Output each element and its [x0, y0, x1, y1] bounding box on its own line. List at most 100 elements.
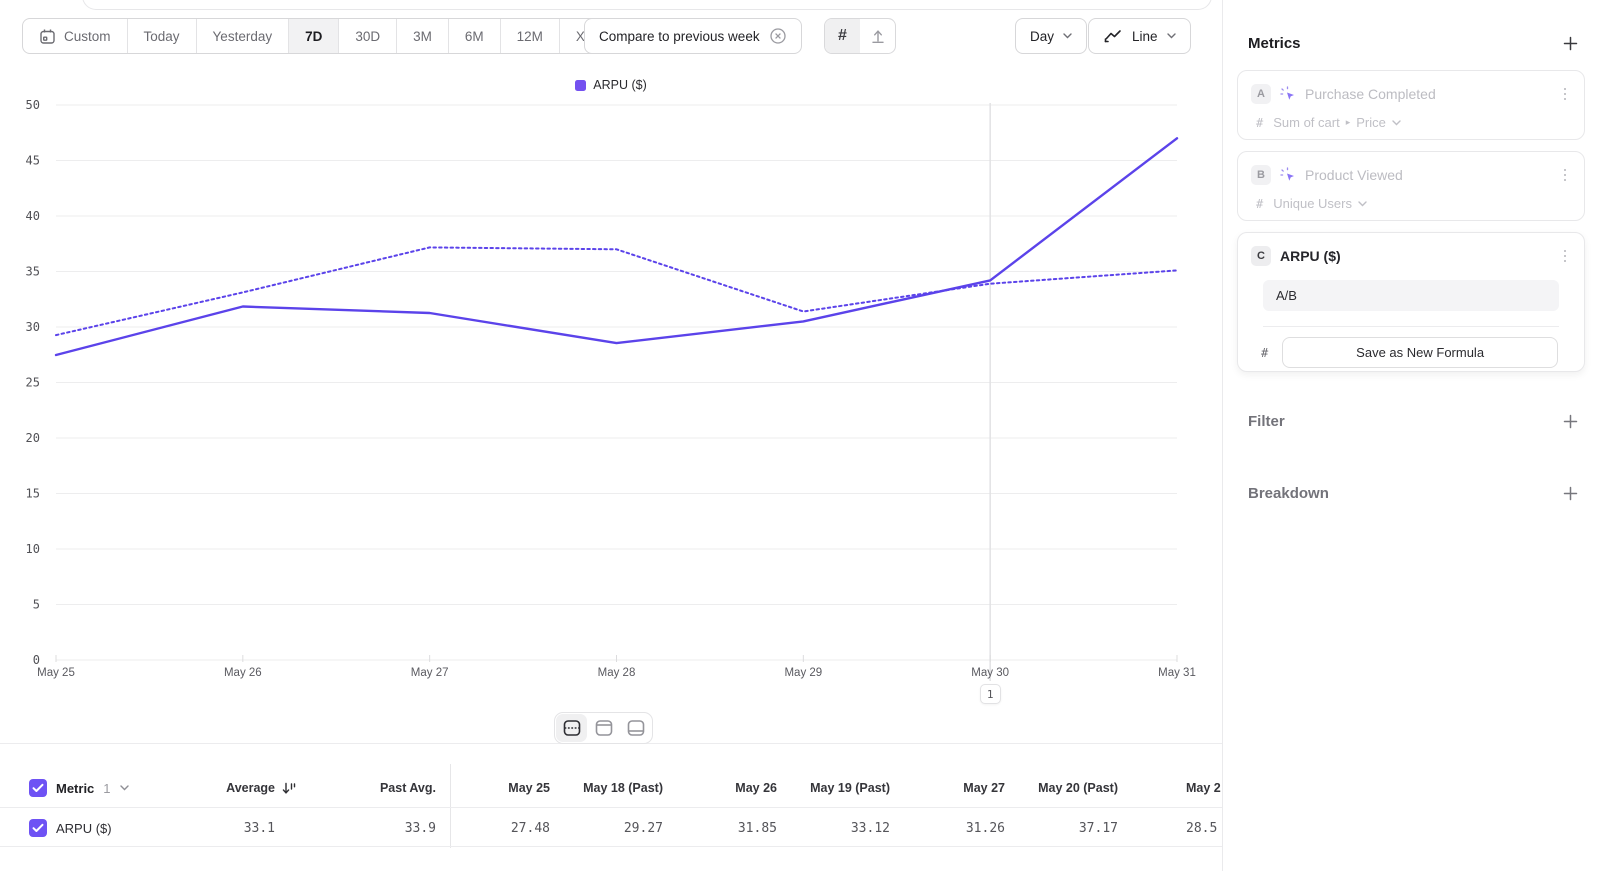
plus-icon — [1563, 414, 1577, 428]
metric-card-a[interactable]: A Purchase Completed # Sum of cart ▸ Pri… — [1237, 70, 1585, 140]
remove-compare-icon[interactable] — [769, 27, 787, 45]
chart-type-label: Line — [1132, 28, 1158, 44]
date-range-30d[interactable]: 30D — [339, 19, 398, 53]
column-header-may20-past[interactable]: May 20 (Past) — [1038, 781, 1118, 795]
formula-input[interactable] — [1263, 280, 1559, 311]
table-only-view-button[interactable] — [620, 714, 651, 742]
svg-text:20: 20 — [26, 431, 40, 445]
line-chart-icon — [1104, 30, 1121, 43]
table-row-arpu[interactable]: ARPU ($) 33.1 33.9 27.48 29.27 31.85 33.… — [0, 807, 1222, 847]
column-header-may19-past[interactable]: May 19 (Past) — [810, 781, 890, 795]
chevron-down-icon — [1166, 33, 1176, 39]
plus-icon — [1563, 486, 1577, 500]
panel-layout-toggle — [554, 712, 653, 744]
plus-icon — [1563, 36, 1577, 50]
column-header-past-avg[interactable]: Past Avg. — [379, 781, 436, 795]
cell-may26: 31.85 — [737, 820, 777, 836]
metric-menu-a[interactable] — [1558, 85, 1573, 104]
legend-swatch — [575, 79, 587, 91]
measure-dropdown-a[interactable]: Sum of cart ▸ Price — [1273, 115, 1401, 130]
metric-header-label[interactable]: Metric — [56, 780, 95, 796]
legend-label: ARPU ($) — [593, 78, 647, 92]
cell-past-avg: 33.9 — [404, 820, 436, 836]
breakdown-section-title: Breakdown — [1248, 484, 1329, 502]
svg-text:May 31: May 31 — [1158, 667, 1196, 679]
split-view-button[interactable] — [556, 714, 587, 742]
save-as-new-formula-button[interactable]: Save as New Formula — [1282, 337, 1558, 368]
svg-text:May 30: May 30 — [971, 667, 1009, 679]
metric-menu-b[interactable] — [1558, 166, 1573, 185]
select-all-checkbox[interactable] — [29, 779, 47, 797]
cell-may18-past: 29.27 — [623, 820, 663, 836]
date-range-12m[interactable]: 12M — [501, 19, 560, 53]
column-header-average[interactable]: Average — [160, 768, 297, 808]
calendar-icon — [40, 29, 55, 44]
chart-option-toggles: # — [824, 18, 896, 54]
column-header-may28-clipped[interactable]: May 2 — [1186, 781, 1221, 795]
chart-type-dropdown[interactable]: Line — [1088, 18, 1191, 54]
svg-text:40: 40 — [26, 209, 40, 223]
metric-menu-c[interactable] — [1558, 247, 1573, 266]
column-header-may18-past[interactable]: May 18 (Past) — [583, 781, 663, 795]
line-chart[interactable]: 0 5 10 15 20 25 30 35 40 45 50 May 25 May 26 May 27 Ma… — [0, 0, 1222, 712]
metric-badge-c: C — [1251, 246, 1271, 266]
cell-may20-past: 37.17 — [1078, 820, 1118, 836]
date-range-7d[interactable]: 7D — [289, 19, 340, 53]
add-metric-button[interactable] — [1561, 34, 1579, 52]
number-aggregation-icon: # — [1261, 345, 1269, 360]
metric-title-b: Product Viewed — [1305, 167, 1403, 183]
add-filter-button[interactable] — [1561, 412, 1579, 430]
metric-card-c[interactable]: C ARPU ($) # Save as New Formula — [1237, 232, 1585, 372]
date-range-6m[interactable]: 6M — [449, 19, 501, 53]
filter-section-title: Filter — [1248, 412, 1285, 430]
chevron-down-icon[interactable] — [119, 785, 129, 791]
row-checkbox[interactable] — [29, 819, 47, 837]
metric-title-c: ARPU ($) — [1280, 248, 1341, 264]
svg-text:45: 45 — [26, 154, 40, 168]
chart-legend[interactable]: ARPU ($) — [0, 78, 1222, 92]
measure-dropdown-b[interactable]: Unique Users — [1273, 196, 1367, 211]
svg-text:15: 15 — [26, 487, 40, 501]
value-labels-toggle[interactable]: # — [825, 19, 860, 53]
annotations-toggle[interactable] — [860, 19, 895, 53]
chart-only-view-button[interactable] — [588, 714, 619, 742]
chevron-down-icon — [1063, 33, 1072, 39]
hash-icon: # — [838, 27, 847, 44]
date-range-custom[interactable]: Custom — [23, 19, 128, 53]
metrics-section-title: Metrics — [1248, 34, 1301, 52]
column-header-may26[interactable]: May 26 — [735, 781, 777, 795]
add-breakdown-button[interactable] — [1561, 484, 1579, 502]
svg-text:25: 25 — [26, 376, 40, 390]
svg-text:5: 5 — [33, 598, 40, 612]
table-header-row: Metric 1 Average Past Avg. May 25 May 18… — [0, 768, 1222, 808]
split-view-icon — [563, 720, 580, 736]
svg-text:50: 50 — [26, 98, 40, 112]
compare-label: Compare to previous week — [599, 28, 760, 44]
svg-text:May 27: May 27 — [411, 667, 449, 679]
svg-text:35: 35 — [26, 265, 40, 279]
date-range-today[interactable]: Today — [128, 19, 197, 53]
metric-badge-b: B — [1251, 165, 1271, 185]
event-sparkle-icon — [1280, 86, 1294, 100]
metric-badge-a: A — [1251, 84, 1271, 104]
top-panel-icon — [595, 720, 612, 736]
svg-text:May 25: May 25 — [37, 667, 75, 679]
breadcrumb-arrow-icon: ▸ — [1345, 117, 1351, 127]
date-range-label: Custom — [64, 28, 111, 44]
granularity-dropdown[interactable]: Day — [1015, 18, 1088, 54]
metric-card-b[interactable]: B Product Viewed # Unique Users — [1237, 151, 1585, 221]
compare-to-previous-week-chip[interactable]: Compare to previous week — [584, 18, 802, 54]
svg-text:May 29: May 29 — [784, 667, 822, 679]
event-sparkle-icon — [1280, 167, 1294, 181]
cell-may25: 27.48 — [510, 820, 550, 836]
column-header-may27[interactable]: May 27 — [963, 781, 1005, 795]
date-range-yesterday[interactable]: Yesterday — [197, 19, 290, 53]
cell-average: 33.1 — [243, 820, 275, 836]
annotation-marker-badge[interactable]: 1 — [979, 684, 1001, 704]
svg-text:May 26: May 26 — [224, 667, 262, 679]
date-range-3m[interactable]: 3M — [397, 19, 449, 53]
date-range-picker: Custom Today Yesterday 7D 30D 3M 6M 12M … — [22, 18, 637, 54]
column-header-may25[interactable]: May 25 — [508, 781, 550, 795]
sort-descending-icon[interactable] — [281, 781, 297, 796]
svg-text:May 28: May 28 — [598, 667, 636, 679]
